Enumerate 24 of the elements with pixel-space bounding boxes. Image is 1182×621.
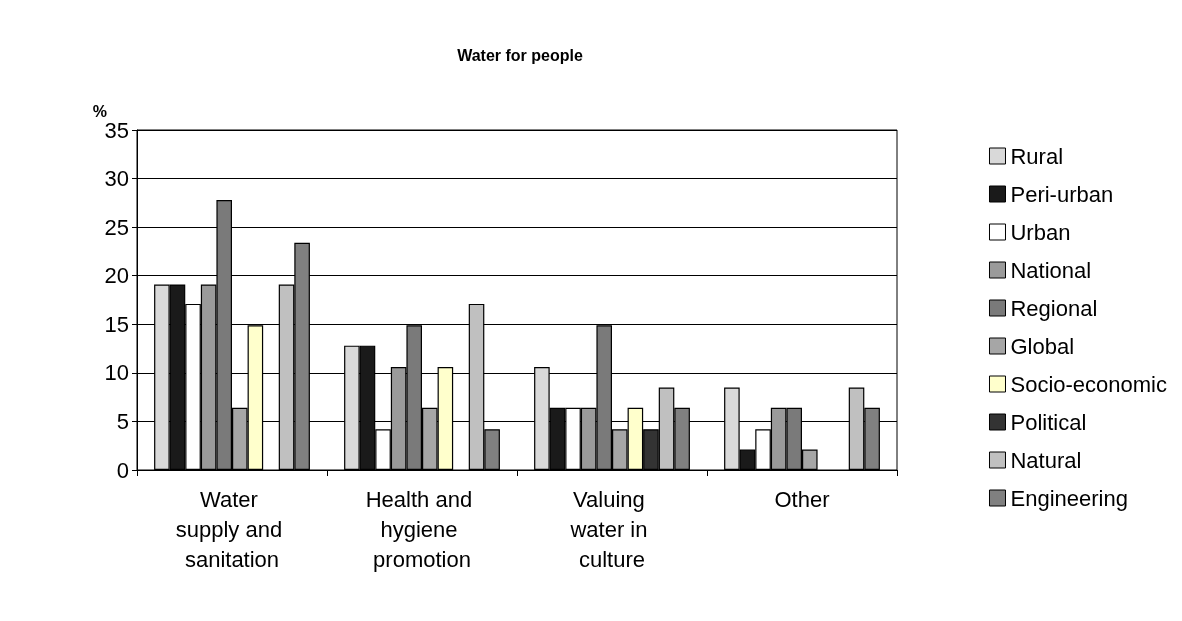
y-tick-label: 0: [116, 457, 129, 483]
y-tick-label: 20: [104, 263, 129, 289]
legend-label: Engineering: [1010, 485, 1128, 511]
y-tick-label: 5: [116, 408, 129, 434]
y-tick-label: 25: [104, 214, 129, 240]
y-tick-label: 15: [104, 311, 129, 337]
legend-label: Global: [1010, 333, 1075, 359]
legend-label: National: [1010, 257, 1092, 283]
x-tick-label: Water supply and sanitation: [175, 486, 289, 572]
y-tick-label: 35: [104, 117, 129, 143]
y-tick-label: 30: [104, 166, 129, 192]
y-tick-label: 10: [104, 360, 129, 386]
legend-label: Political: [1010, 409, 1087, 435]
y-axis-title: %: [92, 102, 107, 120]
legend-label: Socio-economic: [1010, 371, 1167, 397]
legend-label: Peri-urban: [1010, 181, 1114, 207]
legend-label: Regional: [1010, 295, 1098, 321]
x-tick-label: Other: [774, 486, 830, 512]
x-tick-label: Valuing water in culture: [569, 486, 654, 572]
legend-label: Rural: [1010, 143, 1064, 169]
legend-label: Natural: [1010, 447, 1082, 473]
chart-title: Water for people: [457, 46, 583, 64]
legend-label: Urban: [1010, 219, 1071, 245]
x-tick-label: Health and hygiene promotion: [365, 486, 479, 572]
